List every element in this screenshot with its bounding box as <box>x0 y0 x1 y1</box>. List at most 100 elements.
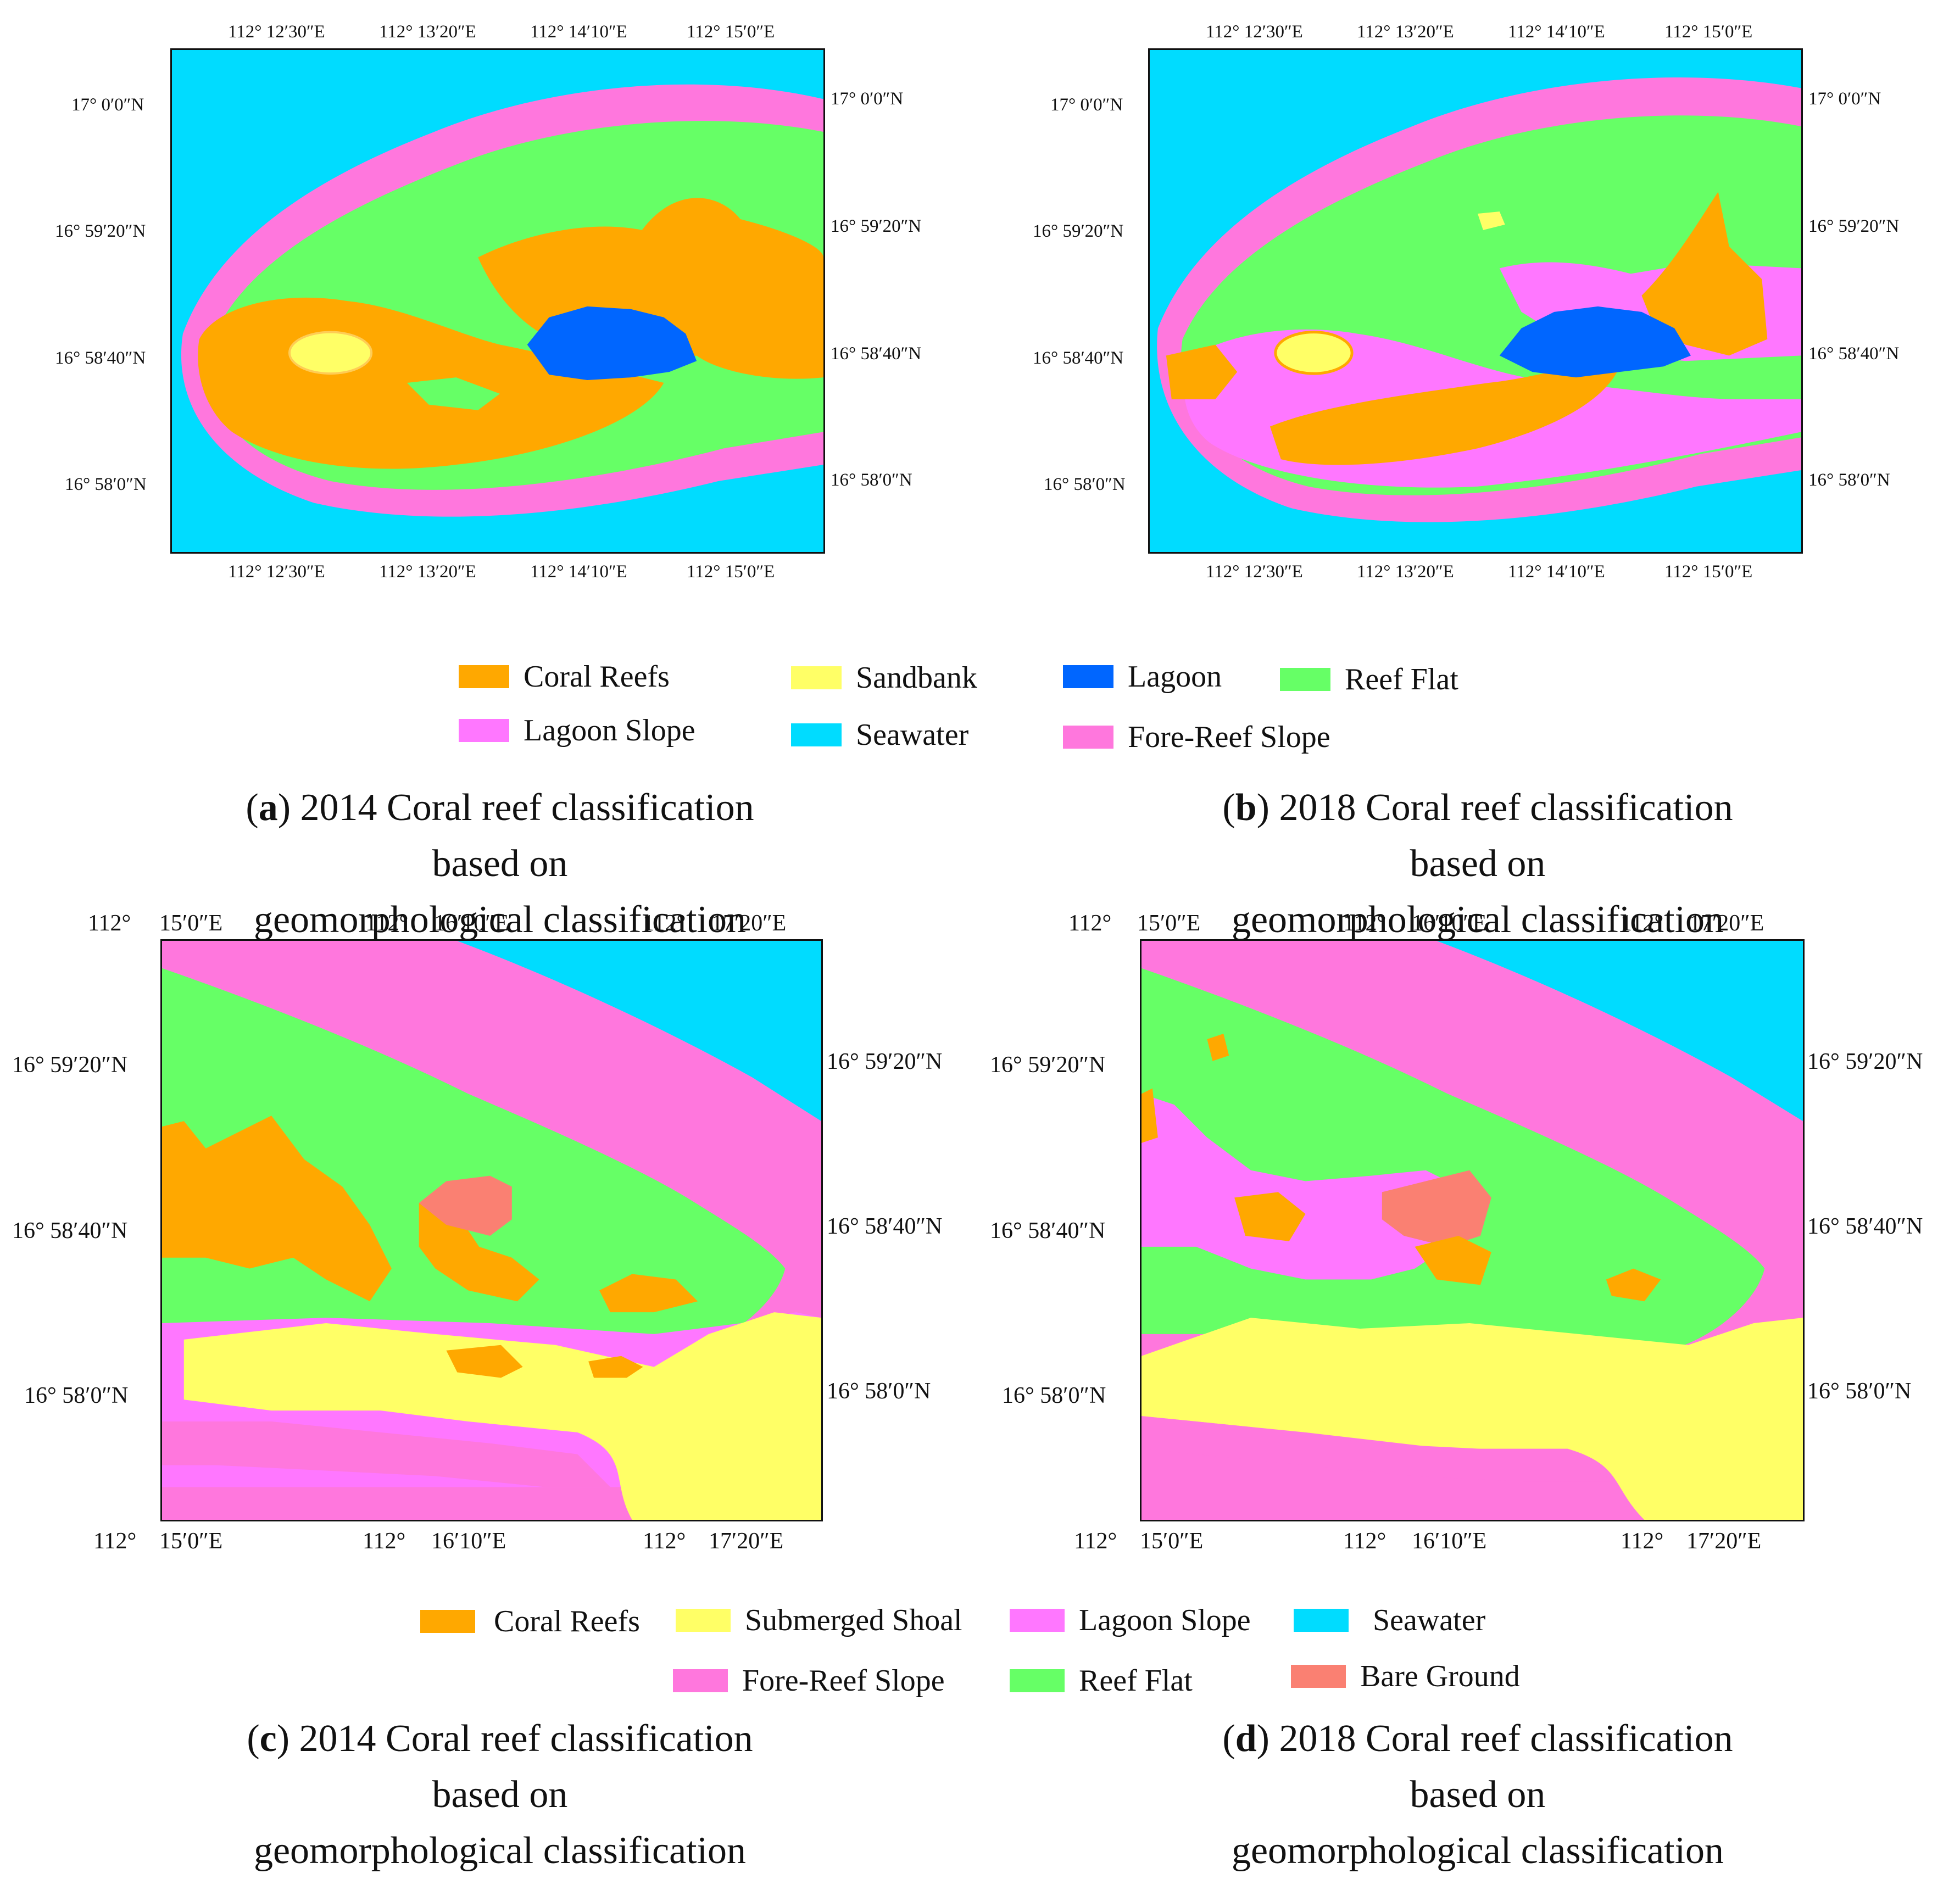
map-panel-c <box>160 939 823 1521</box>
fore-reef-slope-south <box>162 1421 610 1487</box>
lon-tick-bottom: 17′20″E <box>709 1529 784 1554</box>
lat-tick-left: 16° 58′40″N <box>1033 348 1124 368</box>
legend-label: Seawater <box>1373 1603 1486 1637</box>
lon-tick-bottom: 112° <box>93 1529 137 1554</box>
coral-reef-area-nw <box>1142 1034 1229 1143</box>
legend-swatch <box>1280 668 1330 691</box>
lat-tick-left: 16° 58′0″N <box>1002 1383 1106 1408</box>
lon-tick-bottom: 112° <box>1343 1529 1387 1554</box>
lat-tick-right: 16° 58′40″N <box>1807 1214 1923 1239</box>
caption-panel-a: (a) 2014 Coral reef classification based… <box>225 780 775 948</box>
lon-tick-top: 112° <box>643 911 686 936</box>
sandbank-area <box>288 331 373 375</box>
lat-tick-right: 16° 59′20″N <box>827 1049 943 1074</box>
legend-swatch <box>459 719 509 742</box>
lon-tick-bottom: 17′20″E <box>1686 1529 1762 1554</box>
lon-tick-bottom: 112° <box>363 1529 406 1554</box>
lon-tick-bottom: 112° 15′0″E <box>1664 562 1753 582</box>
caption-text: 2018 Coral reef classification based on <box>1269 1718 1733 1816</box>
legend-swatch <box>1063 665 1113 688</box>
lon-tick-top: 112° 15′0″E <box>687 22 775 42</box>
legend-label: Fore-Reef Slope <box>1128 720 1330 754</box>
lon-tick-top: 16′10″E <box>1412 911 1487 936</box>
lon-tick-top: 16′10″E <box>434 911 509 936</box>
legend-item-fore-reef-slope: Fore-Reef Slope <box>1063 720 1330 755</box>
coral-reef-area-east <box>599 1274 698 1313</box>
lat-tick-right: 16° 58′40″N <box>831 344 922 364</box>
coral-reef-area-west <box>1166 344 1238 399</box>
lon-tick-bottom: 112° 12′30″E <box>228 562 325 582</box>
coral-reef-area-mid <box>419 1203 539 1302</box>
lat-tick-right: 16° 58′0″N <box>827 1379 931 1404</box>
lon-tick-bottom: 16′10″E <box>431 1529 506 1554</box>
legend-label: Reef Flat <box>1345 662 1458 696</box>
coral-reef-area-east <box>1606 1268 1661 1302</box>
map-panel-b <box>1148 48 1803 554</box>
legend-item-lagoon-slope: Lagoon Slope <box>1010 1603 1251 1638</box>
caption-line: geomorphological classification <box>1231 899 1724 941</box>
lat-tick-right: 17° 0′0″N <box>1808 89 1881 109</box>
lon-tick-bottom: 112° 13′20″E <box>379 562 476 582</box>
lat-tick-right: 16° 58′40″N <box>1808 344 1900 364</box>
lon-tick-bottom: 15′0″E <box>159 1529 223 1554</box>
coral-reef-area <box>1269 363 1620 465</box>
lon-tick-top: 112° 12′30″E <box>1206 22 1303 42</box>
legend-item-coral-reefs: Coral Reefs <box>459 659 670 694</box>
caption-text: 2014 Coral reef classification based on <box>289 1718 753 1816</box>
caption-line: geomorphological classification <box>253 899 747 941</box>
legend-label: Sandbank <box>856 661 977 695</box>
lat-tick-right: 16° 58′0″N <box>831 470 912 490</box>
legend-item-reef-flat: Reef Flat <box>1010 1663 1193 1698</box>
lon-tick-bottom: 112° <box>1074 1529 1117 1554</box>
legend-swatch <box>420 1610 475 1633</box>
legend-label: Coral Reefs <box>494 1604 640 1638</box>
caption-text: 2018 Coral reef classification based on <box>1269 787 1733 885</box>
legend-item-lagoon-slope: Lagoon Slope <box>459 713 695 748</box>
lon-tick-top: 112° 13′20″E <box>1357 22 1454 42</box>
caption-text: 2014 Coral reef classification based on <box>291 787 754 885</box>
caption-line: (c) 2014 Coral reef classification based… <box>247 1718 753 1816</box>
legend-label: Submerged Shoal <box>745 1603 962 1637</box>
lon-tick-top: 112° 12′30″E <box>228 22 325 42</box>
caption-panel-b: (b) 2018 Coral reef classification based… <box>1203 780 1752 948</box>
coral-reef-area-south <box>446 1345 643 1378</box>
caption-line: (a) 2014 Coral reef classification based… <box>246 787 754 885</box>
caption-letter: d <box>1235 1718 1257 1760</box>
legend-label: Lagoon Slope <box>1079 1603 1251 1637</box>
legend-swatch <box>1063 726 1113 749</box>
lat-tick-right: 16° 58′0″N <box>1808 470 1890 490</box>
map-panel-a <box>170 48 825 554</box>
lat-tick-right: 16° 59′20″N <box>1808 216 1900 236</box>
lon-tick-top: 112° 15′0″E <box>1664 22 1753 42</box>
legend-label: Lagoon Slope <box>524 713 695 748</box>
lat-tick-left: 16° 59′20″N <box>1033 221 1124 241</box>
bare-ground-area <box>1382 1170 1491 1247</box>
legend-label: Reef Flat <box>1079 1664 1193 1698</box>
lon-tick-top: 17′20″E <box>711 911 787 936</box>
legend-item-seawater: Seawater <box>1294 1603 1485 1638</box>
lat-tick-left: 16° 58′40″N <box>55 348 146 368</box>
bare-ground-area <box>419 1175 512 1236</box>
legend-item-bare-ground: Bare Ground <box>1291 1659 1520 1694</box>
legend-label: Bare Ground <box>1360 1659 1520 1693</box>
fore-reef-slope-south <box>1142 1416 1612 1482</box>
legend-swatch <box>1010 1609 1065 1632</box>
lat-tick-left: 16° 58′0″N <box>24 1383 129 1408</box>
lon-tick-top: 112° 13′20″E <box>379 22 476 42</box>
lon-tick-top: 112° 14′10″E <box>530 22 627 42</box>
legend-swatch <box>1291 1665 1346 1688</box>
lat-tick-left: 17° 0′0″N <box>71 95 144 115</box>
legend-swatch <box>459 665 509 688</box>
legend-label: Fore-Reef Slope <box>742 1664 945 1698</box>
coral-reef-area <box>1234 1192 1306 1241</box>
map-panel-d <box>1140 939 1805 1521</box>
coral-reef-area-mid <box>1415 1235 1491 1285</box>
legend-swatch <box>1294 1609 1349 1632</box>
lon-tick-top: 112° 14′10″E <box>1508 22 1605 42</box>
sandbank-area <box>1274 331 1354 375</box>
lat-tick-right: 17° 0′0″N <box>831 89 904 109</box>
lon-tick-bottom: 112° <box>643 1529 686 1554</box>
lat-tick-left: 16° 59′20″N <box>12 1052 128 1078</box>
reef-flat-patch <box>407 377 500 410</box>
lat-tick-left: 17° 0′0″N <box>1050 95 1123 115</box>
